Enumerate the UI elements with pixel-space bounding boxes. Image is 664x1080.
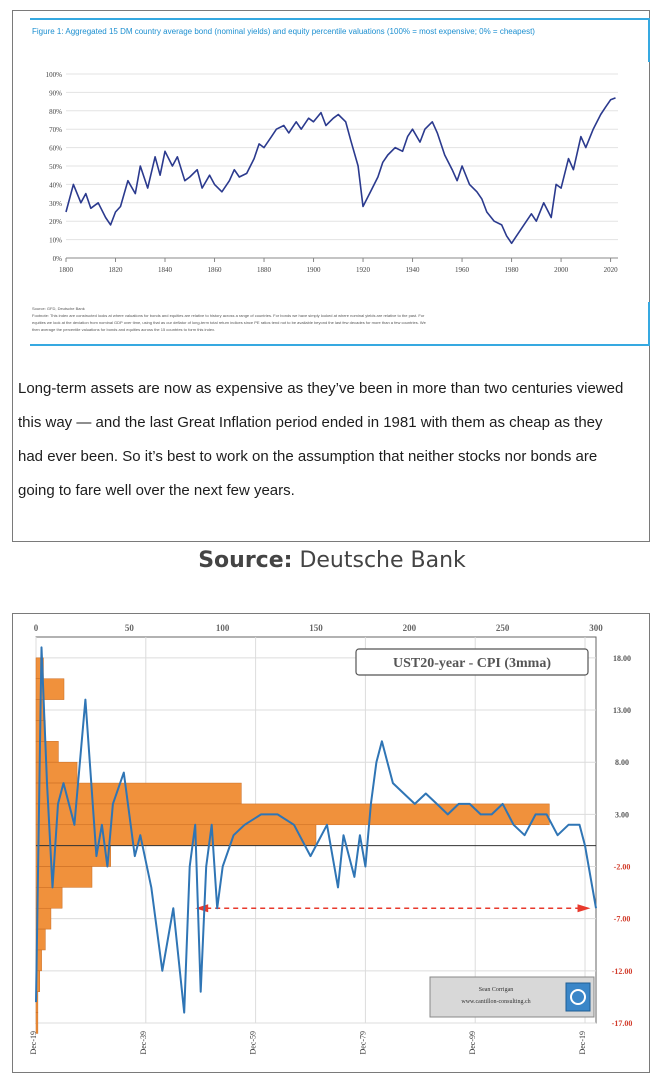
y-tick-label: 18.00: [613, 654, 631, 663]
credit-url: www.cantillon-consulting.ch: [461, 999, 530, 1005]
y-tick-label: 100%: [46, 71, 63, 79]
credit-logo-mark: [570, 989, 586, 1005]
y-tick-label: 70%: [49, 126, 62, 134]
histogram-bar: [35, 1012, 39, 1034]
x-tick-label: 2020: [604, 266, 619, 274]
x-tick-label: 2000: [554, 266, 569, 274]
top-tick-label: 300: [589, 623, 603, 633]
figure-title-frame: [30, 18, 650, 62]
histogram-bar: [35, 866, 93, 888]
credit-name: Sean Corrigan: [479, 987, 514, 993]
x-tick-label: 1920: [356, 266, 371, 274]
top-tick-label: 250: [496, 623, 510, 633]
credit-logo-icon: [565, 982, 591, 1012]
histogram-bar: [35, 845, 111, 867]
x-tick-label: Dec-59: [249, 1031, 258, 1055]
x-tick-label: Dec-99: [468, 1031, 477, 1055]
x-tick-label: 1840: [158, 266, 173, 274]
histogram-bar: [35, 761, 78, 784]
x-tick-label: Dec-39: [139, 1031, 148, 1055]
footnote-line-1: Footnote: This index are constructed loo…: [32, 313, 425, 318]
source-line: Source: Deutsche Bank: [0, 548, 664, 573]
y-tick-label: -17.00: [612, 1019, 633, 1028]
caption-paragraph: Long-term assets are now as expensive as…: [18, 380, 624, 499]
y-tick-label: -2.00: [614, 863, 631, 872]
figure-title: Figure 1: Aggregated 15 DM country avera…: [32, 27, 535, 36]
y-tick-label: 50%: [49, 163, 62, 171]
x-tick-label: 1860: [208, 266, 223, 274]
top-tick-label: 200: [403, 623, 417, 633]
x-tick-label: 1960: [455, 266, 470, 274]
histogram-bar: [35, 887, 63, 909]
legend-box: [355, 648, 589, 676]
x-tick-label: 1800: [59, 266, 74, 274]
x-tick-label: Dec-79: [358, 1031, 367, 1055]
y-tick-label: 60%: [49, 145, 62, 153]
source-label: Source:: [198, 548, 293, 573]
histogram-bar: [35, 824, 317, 846]
y-tick-label: 30%: [49, 200, 62, 208]
top-tick-label: 0: [34, 623, 39, 633]
legend-title: UST20-year - CPI (3mma): [393, 656, 551, 671]
y-tick-label: 80%: [49, 108, 62, 116]
y-tick-label: 90%: [49, 89, 62, 97]
source-value: Deutsche Bank: [299, 548, 466, 573]
source-note: Source: GFD, Deutsche Bank: [32, 306, 85, 311]
y-tick-label: -7.00: [614, 915, 631, 924]
y-tick-label: 40%: [49, 181, 62, 189]
y-tick-label: 0%: [53, 255, 63, 263]
series-line: [65, 97, 616, 245]
series-line: [35, 646, 597, 1014]
top-tick-label: 100: [216, 623, 230, 633]
top-tick-label: 150: [309, 623, 323, 633]
x-tick-label: Dec-19: [578, 1031, 587, 1055]
footnote-line-2: equities we look at the deviation from n…: [32, 320, 426, 325]
y-tick-label: -12.00: [612, 967, 633, 976]
y-tick-label: 10%: [49, 237, 62, 245]
x-tick-label: 1820: [109, 266, 124, 274]
x-tick-label: 1940: [406, 266, 421, 274]
x-tick-label: 1900: [307, 266, 322, 274]
bottom-chart: 0 50 100 150 200 250 300 -17.00 -12.00 -7.00 -2.00…: [29, 623, 633, 1055]
top-panel: [12, 10, 650, 542]
y-tick-label: 20%: [49, 218, 62, 226]
arrow-head-right: [577, 904, 591, 913]
footnote-frame: [30, 302, 650, 346]
x-tick-label: 1980: [505, 266, 520, 274]
footnote-line-3: then average the percentile valuations f…: [32, 327, 216, 332]
x-tick-label: 1880: [257, 266, 272, 274]
y-tick-label: 8.00: [615, 758, 629, 767]
y-tick-label: 3.00: [615, 810, 629, 819]
x-tick-label: Dec-19: [29, 1031, 38, 1055]
top-line-chart: 0% 10% 20% 30% 40% 50% 60% 70% 80% 90% 100% 1800 182…: [46, 71, 619, 274]
y-tick-label: 13.00: [613, 706, 631, 715]
top-tick-label: 50: [125, 623, 135, 633]
